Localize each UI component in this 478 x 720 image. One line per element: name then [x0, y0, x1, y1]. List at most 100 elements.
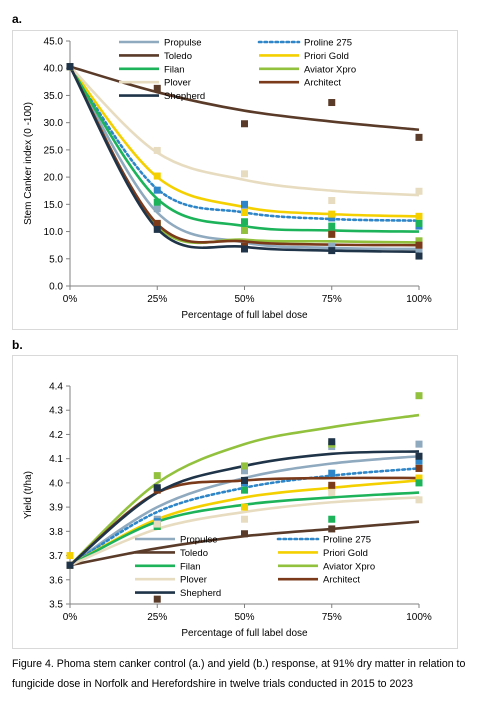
y-tick-label: 25.0	[44, 145, 64, 156]
data-point-priori-gold	[415, 212, 423, 220]
chart-a: 0.0 5.0 10.0 15.0 20.0 25.0 30.0 35.0 40.0 45.0 0%…	[23, 37, 432, 322]
data-point-architect	[415, 241, 423, 249]
data-point-architect	[153, 219, 161, 227]
data-point-plover	[241, 515, 248, 523]
data-point-toledo	[328, 99, 336, 107]
data-point-shepherd	[415, 252, 423, 260]
data-point-propulse	[415, 245, 423, 253]
fit-curve-toledo	[69, 65, 420, 132]
data-point-priori-gold	[153, 172, 161, 180]
panel-label-a: a.	[12, 12, 23, 26]
y-tick-label: 15.0	[44, 200, 64, 211]
data-point-proline-275	[328, 214, 336, 222]
legend-label: Priori Gold	[323, 548, 368, 559]
panel-label-b: b.	[12, 338, 23, 352]
data-point-plover	[241, 170, 248, 178]
data-point-plover	[153, 520, 161, 528]
x-tick-label: 50%	[234, 612, 254, 623]
data-point-plover	[415, 187, 423, 195]
data-point-proline-275	[415, 457, 423, 465]
y-tick-label: 3.8	[49, 527, 63, 538]
data-point-shepherd	[415, 452, 423, 460]
legend-label: Propulse	[180, 535, 218, 546]
data-point-filan	[153, 198, 161, 206]
x-axis-title: Percentage of full label dose	[181, 628, 308, 639]
y-tick-label: 4.2	[49, 430, 63, 441]
fit-curve-priori-gold	[69, 479, 420, 567]
figure-caption: Figure 4. Phoma stem canker control (a.)…	[12, 658, 466, 690]
data-point-filan	[415, 479, 423, 487]
data-point-architect	[328, 230, 336, 238]
fit-curve-shepherd	[68, 65, 420, 253]
data-point-architect	[415, 464, 423, 472]
data-point-filan	[328, 222, 336, 230]
x-tick-label: 50%	[234, 294, 254, 305]
data-point-plover	[153, 146, 161, 154]
data-point-toledo	[153, 84, 161, 92]
legend-label: Plover	[180, 575, 207, 586]
x-tick-label: 25%	[147, 612, 167, 623]
y-tick-label: 4.3	[49, 406, 63, 417]
y-tick-label: 10.0	[44, 227, 64, 238]
chart-b-frame: 3.5 3.6 3.7 3.8 3.9 4.0 4.1 4.2 4.3 4.4 0% 25% 50% 75…	[12, 355, 458, 649]
data-point-priori-gold	[241, 209, 248, 216]
data-point-toledo	[415, 133, 423, 141]
fit-curve-filan	[68, 65, 420, 233]
x-tick-label: 100%	[406, 612, 432, 623]
data-point-architect	[328, 481, 336, 489]
y-tick-label: 3.5	[49, 600, 63, 611]
data-point-propulse	[328, 242, 336, 250]
data-point-priori-gold	[415, 474, 423, 482]
legend-label: Filan	[180, 561, 201, 572]
y-tick-label: 35.0	[44, 91, 64, 102]
fit-curve-proline-275	[68, 65, 421, 222]
data-point-shepherd	[153, 225, 161, 233]
x-axis-title: Percentage of full label dose	[181, 310, 308, 321]
y-tick-label: 30.0	[44, 118, 64, 129]
legend-label: Aviator Xpro	[304, 64, 356, 75]
data-point-aviator-xpro	[415, 237, 423, 245]
y-tick-label: 3.9	[49, 503, 63, 514]
data-point-toledo	[153, 595, 161, 603]
legend-label: Architect	[323, 575, 360, 586]
legend-label: Proline 275	[304, 38, 352, 49]
chart-a-frame: 0.0 5.0 10.0 15.0 20.0 25.0 30.0 35.0 40.0 45.0 0%…	[12, 30, 458, 330]
data-point-shepherd	[66, 561, 74, 569]
legend-label: Filan	[164, 64, 185, 75]
x-tick-label: 75%	[322, 294, 342, 305]
legend-label: Plover	[164, 78, 191, 89]
y-tick-label: 40.0	[44, 64, 64, 75]
data-point-plover	[328, 197, 336, 205]
fit-curve-plover	[69, 65, 420, 197]
data-point-filan	[241, 218, 248, 226]
data-point-plover	[415, 496, 423, 504]
legend-label: Proline 275	[323, 535, 371, 546]
data-point-priori-gold	[328, 210, 336, 218]
y-tick-label: 0.0	[49, 282, 63, 293]
y-tick-label: 3.6	[49, 575, 63, 586]
data-point-shepherd	[328, 247, 336, 255]
chart-b: 3.5 3.6 3.7 3.8 3.9 4.0 4.1 4.2 4.3 4.4 0% 25% 50% 75…	[23, 382, 432, 640]
legend-label: Aviator Xpro	[323, 561, 375, 572]
data-point-plover	[328, 489, 336, 497]
data-point-proline-275	[328, 469, 336, 477]
fit-curve-aviator-xpro	[69, 413, 420, 567]
x-tick-label: 0%	[63, 612, 78, 623]
data-point-filan	[328, 515, 336, 523]
data-point-aviator-xpro	[241, 226, 248, 234]
data-point-proline-275	[153, 186, 161, 194]
data-point-aviator-xpro	[415, 392, 423, 400]
data-point-toledo	[241, 120, 248, 128]
y-tick-label: 20.0	[44, 173, 64, 184]
legend-label: Architect	[304, 78, 341, 89]
y-tick-label: 5.0	[49, 254, 63, 265]
data-point-priori-gold	[66, 552, 74, 560]
y-tick-label: 3.7	[49, 551, 63, 562]
data-point-proline-275	[241, 200, 248, 208]
legend-label: Propulse	[164, 38, 202, 49]
x-tick-label: 100%	[406, 294, 432, 305]
data-point-filan	[241, 486, 248, 494]
data-point-shepherd	[66, 63, 74, 71]
data-point-toledo	[241, 530, 248, 538]
fit-curve-plover	[69, 496, 420, 567]
